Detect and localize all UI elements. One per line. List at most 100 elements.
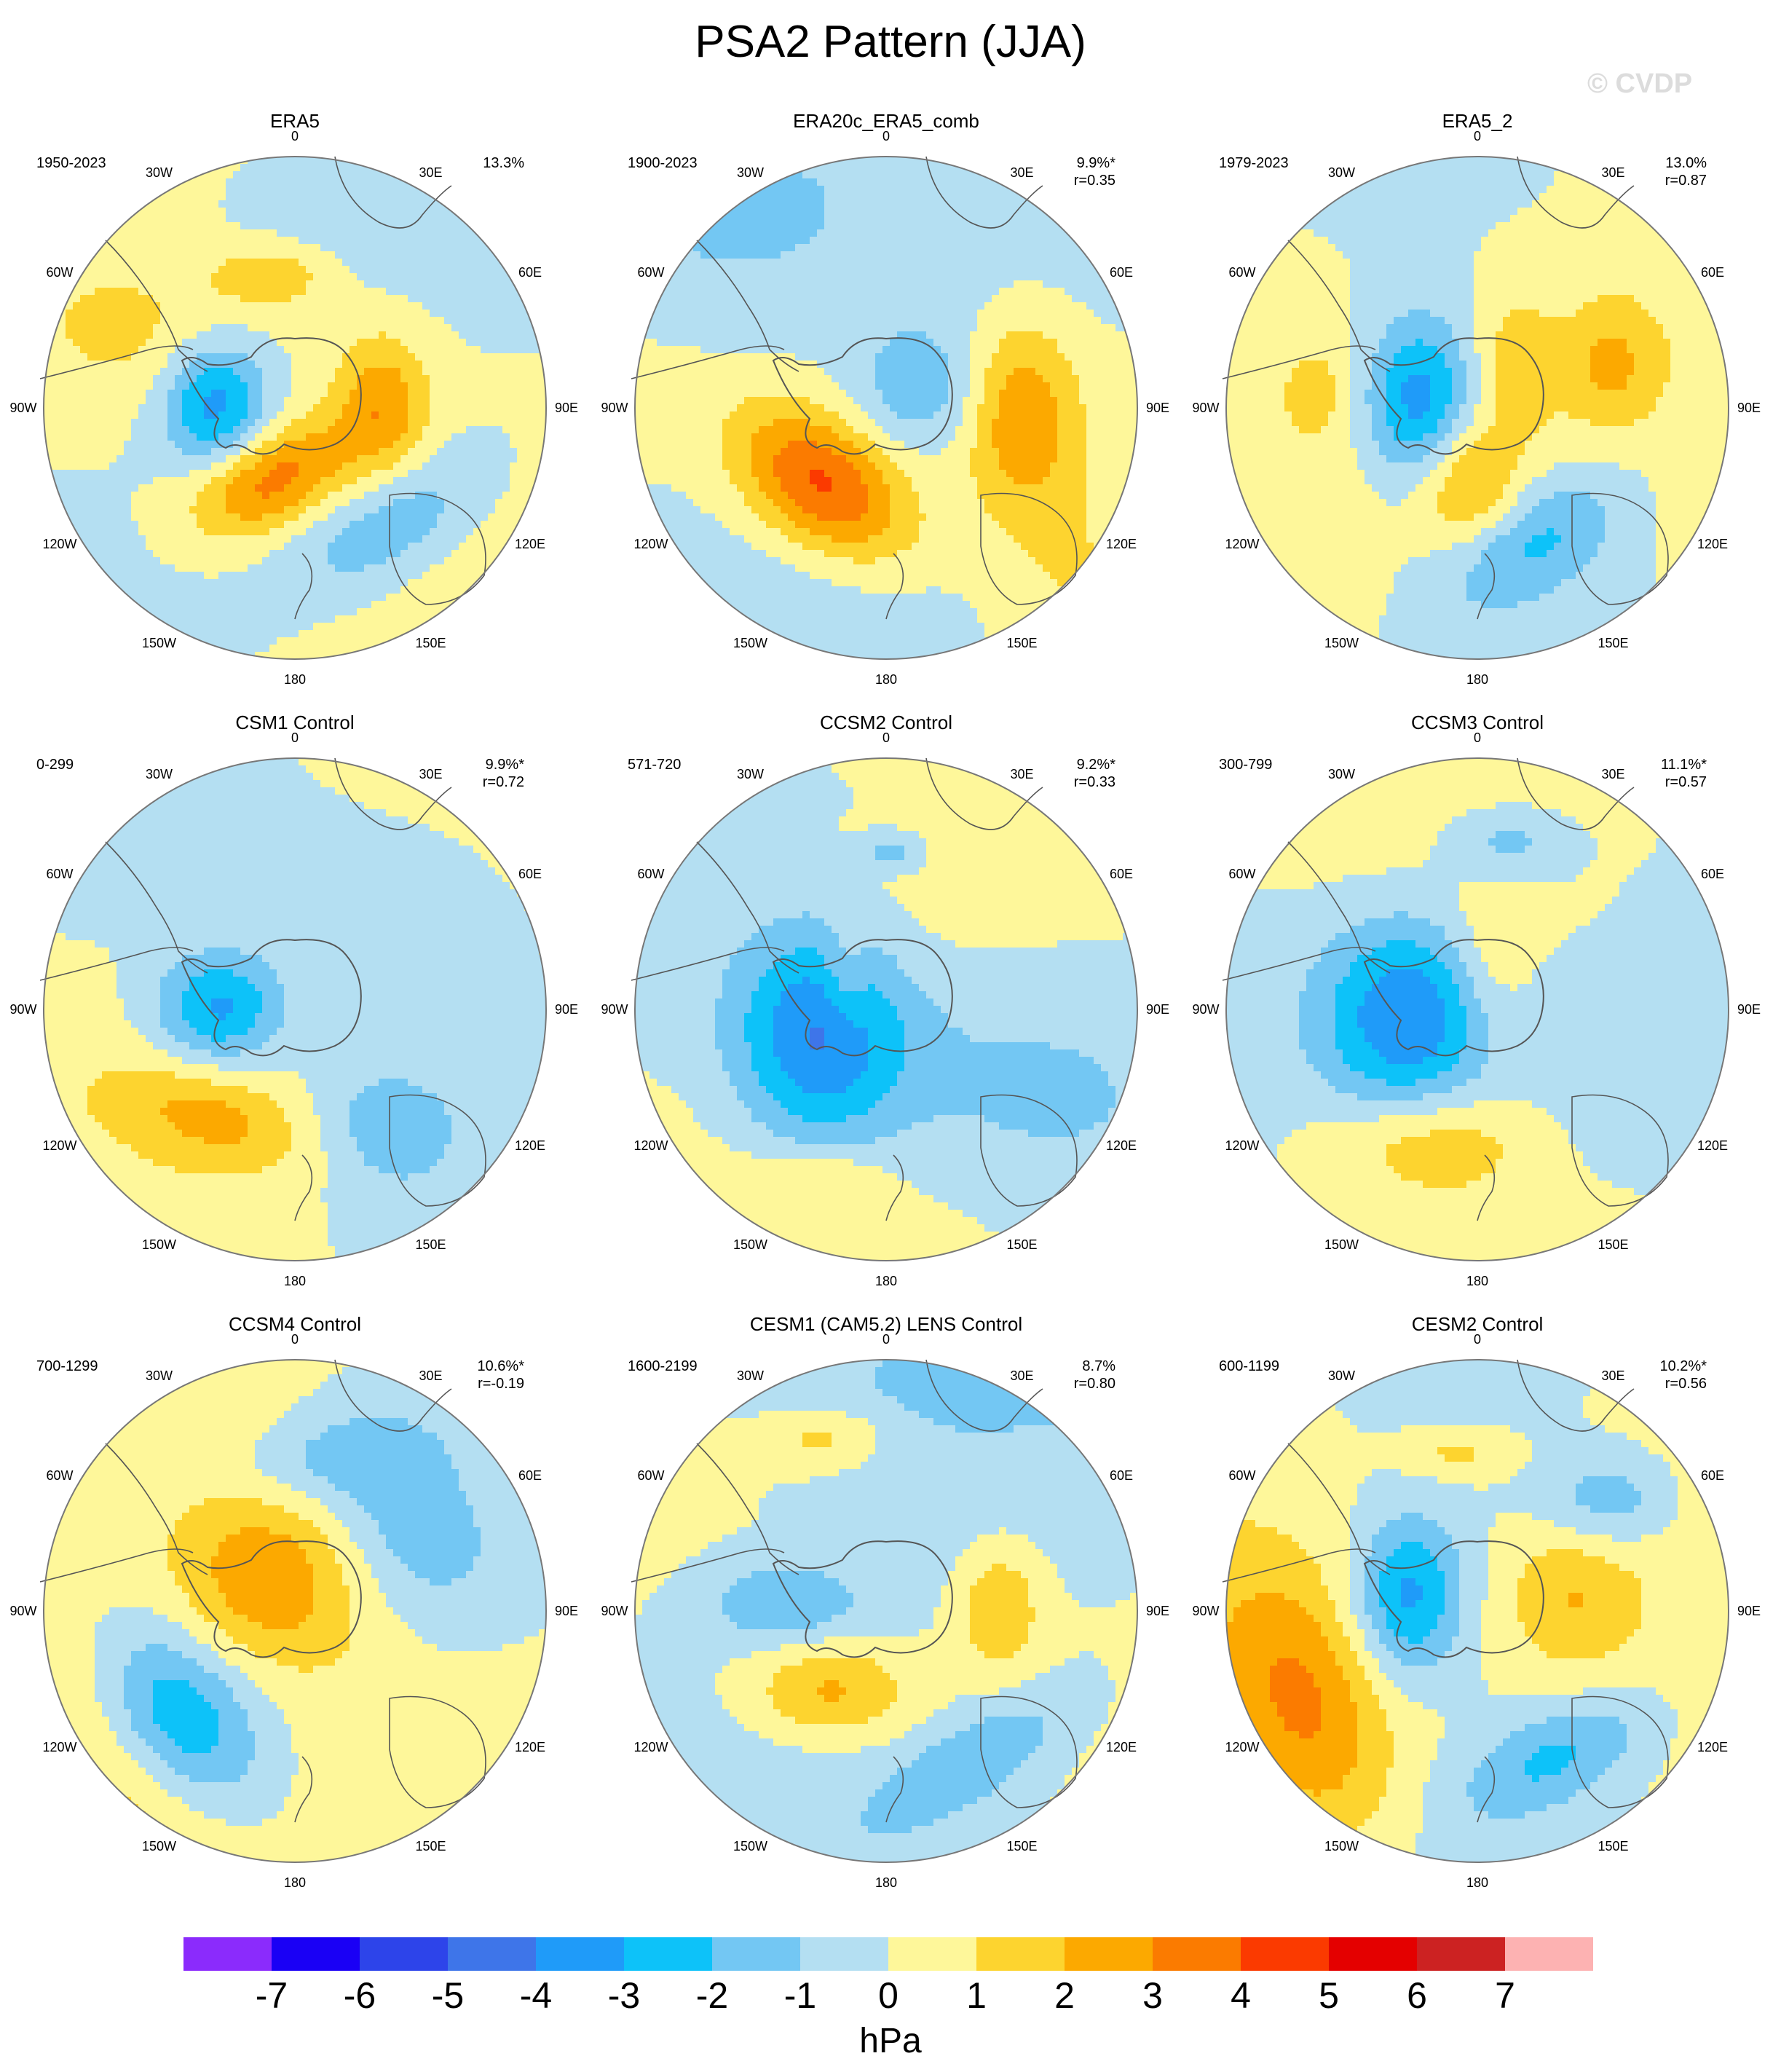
coastline	[105, 240, 208, 372]
antarctica-coastline	[1363, 337, 1544, 455]
longitude-label: 0	[1452, 730, 1503, 746]
panel-pattern-correlation: r=-0.19	[415, 1375, 524, 1393]
longitude-label: 0	[1452, 128, 1503, 144]
panel-years: 600-1199	[1219, 1358, 1279, 1375]
colorbar-tick-label: -2	[676, 1974, 749, 2017]
anomaly-field	[1226, 1360, 1729, 1862]
longitude-label: 60W	[34, 264, 85, 280]
longitude-label: 90W	[589, 1603, 640, 1619]
longitude-label: 120W	[34, 536, 85, 552]
panel-title: ERA20c_ERA5_comb	[591, 109, 1181, 133]
map-boundary	[634, 757, 1138, 1261]
longitude-label: 150E	[1588, 1237, 1639, 1253]
panel-pattern-correlation: r=0.57	[1598, 773, 1707, 791]
panel-title: CCSM4 Control	[0, 1312, 590, 1336]
longitude-label: 120E	[1687, 1138, 1738, 1154]
polar-map	[39, 1359, 547, 1863]
coastline	[1571, 492, 1669, 605]
map-boundary	[634, 156, 1138, 660]
longitude-label: 90W	[1180, 1001, 1231, 1017]
panel-pattern-correlation: r=0.56	[1598, 1375, 1707, 1393]
coastline	[696, 240, 799, 372]
colorbar-swatch	[360, 1937, 448, 1971]
anomaly-field	[1226, 157, 1729, 659]
longitude-label: 150W	[725, 1237, 776, 1253]
panel-percent-variance: 9.9%*	[415, 756, 524, 773]
longitude-label: 30W	[725, 766, 776, 782]
longitude-label: 180	[861, 1273, 912, 1289]
longitude-label: 150E	[406, 1838, 457, 1854]
panel-years: 1600-2199	[628, 1358, 698, 1375]
map-boundary	[1225, 1359, 1729, 1863]
panel-percent-variance: 13.3%	[415, 154, 524, 172]
colorbar-swatch	[1417, 1937, 1505, 1971]
colorbar-tick-label: -4	[499, 1974, 572, 2017]
antarctica-coastline	[772, 939, 953, 1057]
longitude-label: 120E	[505, 1138, 556, 1154]
longitude-label: 150W	[134, 635, 185, 651]
longitude-label: 180	[269, 671, 320, 688]
coastline	[885, 1154, 904, 1221]
colorbar-tick-label: -5	[411, 1974, 484, 2017]
coastline	[334, 1359, 452, 1432]
longitude-label: 180	[1452, 1875, 1503, 1891]
panel-title: CSM1 Control	[0, 711, 590, 734]
longitude-label: 150E	[997, 635, 1048, 651]
coastline	[334, 757, 452, 830]
polar-map	[631, 156, 1138, 660]
anomaly-field	[635, 1360, 1137, 1862]
longitude-label: 90E	[1723, 1001, 1774, 1017]
antarctica-coastline	[181, 337, 362, 455]
longitude-label: 60W	[34, 866, 85, 882]
panel-title: CESM1 (CAM5.2) LENS Control	[591, 1312, 1181, 1336]
longitude-label: 90W	[589, 400, 640, 416]
coastline	[1477, 1154, 1496, 1221]
coastline	[389, 1695, 486, 1808]
colorbar-swatch	[536, 1937, 624, 1971]
longitude-label: 90E	[541, 400, 592, 416]
longitude-label: 0	[861, 1331, 912, 1347]
coastline	[39, 947, 194, 981]
antarctica-coastline	[181, 1540, 362, 1658]
anomaly-field	[1226, 758, 1729, 1261]
colorbar-swatch	[272, 1937, 360, 1971]
longitude-label: 60W	[1217, 264, 1268, 280]
longitude-label: 120W	[1217, 1138, 1268, 1154]
longitude-label: 90E	[1723, 400, 1774, 416]
longitude-label: 60E	[1096, 866, 1147, 882]
longitude-label: 90W	[1180, 1603, 1231, 1619]
map-boundary	[634, 1359, 1138, 1863]
longitude-label: 90W	[589, 1001, 640, 1017]
colorbar-swatch	[448, 1937, 536, 1971]
map-panel: CESM2 Control 600-1199 10.2%* r=0.56 0 30E 60E…	[1182, 1312, 1772, 1917]
longitude-label: 60E	[1687, 264, 1738, 280]
longitude-label: 150E	[406, 635, 457, 651]
colorbar-tick-label: 7	[1469, 1974, 1541, 2017]
colorbar-tick-label: 0	[852, 1974, 925, 2017]
longitude-label: 150W	[134, 1237, 185, 1253]
longitude-label: 30E	[997, 766, 1048, 782]
longitude-label: 60W	[625, 264, 676, 280]
longitude-label: 0	[1452, 1331, 1503, 1347]
longitude-label: 120W	[34, 1739, 85, 1755]
longitude-label: 150W	[1316, 1838, 1367, 1854]
longitude-label: 120E	[1687, 536, 1738, 552]
units-label: hPa	[0, 2021, 1781, 2062]
longitude-label: 30E	[997, 1368, 1048, 1384]
coastline	[1571, 1094, 1669, 1207]
longitude-label: 30W	[725, 165, 776, 181]
polar-map	[631, 1359, 1138, 1863]
longitude-label: 120W	[625, 1739, 676, 1755]
antarctica-coastline	[772, 337, 953, 455]
coastline	[389, 1094, 486, 1207]
longitude-label: 30E	[1588, 165, 1639, 181]
colorbar-swatch	[1505, 1937, 1593, 1971]
longitude-label: 60W	[1217, 1468, 1268, 1484]
longitude-label: 150E	[997, 1838, 1048, 1854]
coastline	[980, 492, 1078, 605]
coastline	[1222, 1548, 1376, 1583]
longitude-label: 60E	[1687, 1468, 1738, 1484]
longitude-label: 90E	[1723, 1603, 1774, 1619]
colorbar-swatch	[800, 1937, 888, 1971]
colorbar-swatch	[1329, 1937, 1417, 1971]
